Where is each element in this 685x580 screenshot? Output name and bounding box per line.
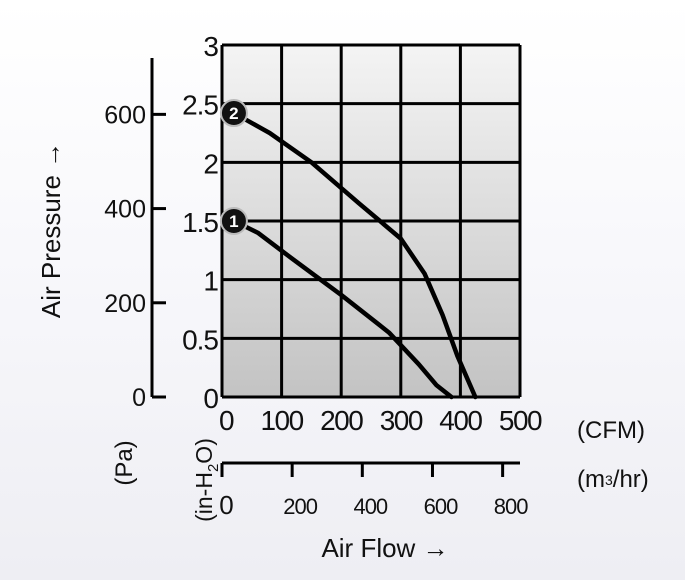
y-ticks-in-h2o: 0 0.5 1 1.5 2 2.5 3 — [182, 31, 219, 414]
x-tick-cfm-2: 200 — [320, 405, 363, 436]
x-tick-cfm-0: 0 — [219, 405, 234, 436]
x-ticks-m3hr: 0 200 400 600 800 — [219, 463, 529, 520]
y-tick-inh2o-1: 0.5 — [182, 324, 218, 355]
pa-unit-label: (Pa) — [111, 440, 138, 485]
performance-curves — [231, 110, 478, 400]
y-axis-label: Air Pressure → — [36, 142, 66, 318]
x-axis-label: Air Flow → — [321, 533, 448, 563]
x-ticks-cfm: 0 100 200 300 400 500 — [219, 405, 544, 436]
inh2o-unit-label: (in-H2O) — [191, 438, 222, 522]
y-tick-inh2o-5: 2.5 — [182, 90, 218, 121]
y-tick-inh2o-6: 3 — [203, 31, 218, 62]
curve-2-marker — [219, 99, 248, 128]
pa-tick-label-1: 200 — [104, 290, 146, 318]
curve-1-marker — [219, 207, 248, 235]
y-ticks-pa: 0 200 400 600 — [104, 101, 166, 412]
x-tick-m3hr-2: 400 — [353, 494, 387, 519]
pa-tick-label-0: 0 — [132, 384, 146, 412]
x-tick-m3hr-1: 200 — [283, 494, 317, 519]
x-tick-m3hr-4: 800 — [494, 494, 528, 519]
y-tick-inh2o-4: 2 — [203, 148, 218, 179]
y-tick-inh2o-2: 1 — [203, 266, 218, 297]
y-tick-inh2o-0: 0 — [203, 383, 218, 414]
curve-2 — [231, 110, 478, 400]
x-tick-cfm-5: 500 — [499, 405, 542, 436]
x-tick-m3hr-3: 600 — [424, 494, 458, 519]
x-tick-cfm-3: 300 — [380, 405, 423, 436]
curve-markers: 12 — [219, 99, 248, 235]
x-tick-m3hr-0: 0 — [219, 490, 233, 520]
curve-1 — [231, 218, 454, 400]
curve-1-label: 1 — [229, 212, 238, 231]
pa-tick-label-3: 600 — [104, 101, 146, 129]
curve-2-label: 2 — [229, 104, 238, 123]
y-tick-inh2o-3: 1.5 — [182, 207, 218, 238]
m3hr-unit-label: (m3/hr) — [577, 466, 649, 493]
grid — [220, 43, 522, 399]
x-tick-cfm-4: 400 — [439, 405, 482, 436]
cfm-unit-label: (CFM) — [577, 417, 645, 444]
x-tick-cfm-1: 100 — [260, 405, 303, 436]
pa-tick-label-2: 400 — [104, 196, 146, 224]
